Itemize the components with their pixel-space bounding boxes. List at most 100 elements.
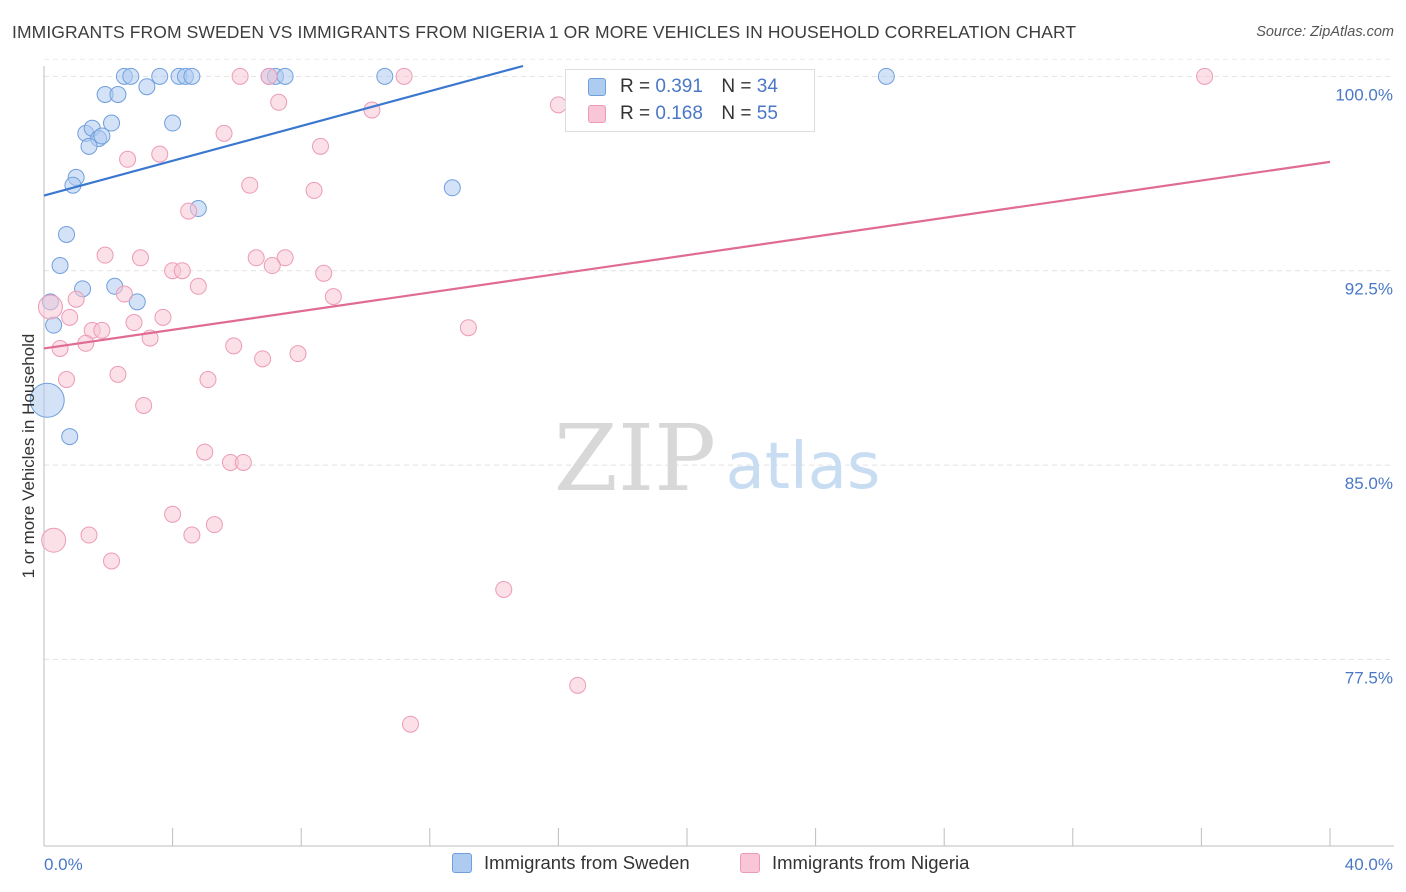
watermark: ZIP atlas (554, 405, 880, 512)
nigeria-point (58, 371, 76, 389)
nigeria-point (131, 249, 149, 267)
sweden-point (877, 67, 895, 85)
sweden-point (51, 257, 69, 275)
sweden-trend-line (43, 64, 524, 197)
nigeria-point (189, 277, 207, 295)
nigeria-point (254, 350, 272, 368)
grid-lines (44, 58, 1394, 660)
nigeria-point (96, 246, 114, 264)
nigeria-point (231, 67, 249, 85)
nigeria-point (263, 257, 281, 275)
nigeria-point (215, 124, 233, 142)
nigeria-swatch (588, 105, 606, 123)
nigeria-point (549, 96, 567, 114)
sweden-point (151, 67, 169, 85)
y-tick-label: 85.0% (1345, 474, 1393, 493)
nigeria-point (173, 262, 191, 280)
nigeria-point (199, 371, 217, 389)
nigeria-point (495, 580, 513, 598)
nigeria-point (234, 453, 252, 471)
sweden-point (122, 67, 140, 85)
sweden-point (103, 114, 121, 132)
sweden-swatch (588, 78, 606, 96)
nigeria-point (183, 526, 201, 544)
watermark-atlas: atlas (726, 430, 881, 504)
legend-r-label: R = (620, 76, 651, 97)
nigeria-point (109, 365, 127, 383)
nigeria-point (569, 676, 587, 694)
nigeria-point (103, 552, 121, 570)
x-tick-label: 0.0% (44, 855, 83, 874)
nigeria-r-value: 0.168 (655, 103, 703, 124)
sweden-point (183, 67, 201, 85)
legend-n-label: N = (721, 76, 752, 97)
sweden-point (276, 67, 294, 85)
nigeria-point (395, 67, 413, 85)
nigeria-point (41, 527, 67, 553)
legend-row-nigeria: R = 0.168 N = 55 (588, 102, 778, 126)
nigeria-point (402, 715, 420, 733)
nigeria-point (205, 516, 223, 534)
nigeria-point (154, 308, 172, 326)
y-tick-label: 77.5% (1345, 668, 1393, 687)
sweden-point (80, 137, 98, 155)
sweden-point (164, 114, 182, 132)
chart-title: IMMIGRANTS FROM SWEDEN VS IMMIGRANTS FRO… (12, 22, 1077, 42)
nigeria-point (305, 181, 323, 199)
nigeria-point (225, 337, 243, 355)
nigeria-legend-label: Immigrants from Nigeria (772, 852, 970, 873)
legend-r-label: R = (620, 103, 651, 124)
sweden-point (29, 382, 65, 418)
nigeria-point (151, 145, 169, 163)
sweden-legend-swatch (452, 853, 472, 873)
axes (43, 66, 1394, 847)
nigeria-point (241, 176, 259, 194)
tick-labels: 100.0% 92.5% 85.0% 77.5% 0.0% 40.0% (44, 85, 1393, 874)
y-tick-label: 100.0% (1335, 85, 1393, 104)
nigeria-point (459, 319, 477, 337)
sweden-point (443, 179, 461, 197)
nigeria-point (315, 264, 333, 282)
nigeria-point (80, 526, 98, 544)
sweden-point (45, 316, 63, 334)
sweden-point (109, 86, 127, 104)
legend-item-sweden[interactable]: Immigrants from Sweden (452, 852, 690, 874)
nigeria-point (119, 150, 137, 168)
nigeria-n-value: 55 (756, 103, 778, 124)
nigeria-point (125, 314, 143, 332)
sweden-point (128, 293, 146, 311)
nigeria-point (247, 249, 265, 267)
stats-legend: R = 0.391 N = 34 R = 0.168 N = 55 (565, 69, 815, 132)
sweden-point (138, 78, 156, 96)
y-tick-label: 92.5% (1345, 280, 1393, 299)
sweden-point (61, 428, 79, 446)
series-nigeria (37, 67, 1214, 733)
nigeria-point (37, 294, 63, 320)
nigeria-point (164, 505, 182, 523)
sweden-r-value: 0.391 (655, 76, 703, 97)
nigeria-point (135, 396, 153, 414)
legend-row-sweden: R = 0.391 N = 34 (588, 75, 778, 99)
nigeria-point (51, 339, 69, 357)
x-tick-label: 40.0% (1345, 855, 1393, 874)
nigeria-point (260, 67, 278, 85)
nigeria-point (289, 345, 307, 363)
nigeria-point (324, 288, 342, 306)
nigeria-point (93, 321, 111, 339)
nigeria-trend-line (43, 160, 1331, 350)
nigeria-point (1196, 67, 1214, 85)
sweden-point (58, 225, 76, 243)
nigeria-point (67, 290, 85, 308)
nigeria-point (196, 443, 214, 461)
legend-item-nigeria[interactable]: Immigrants from Nigeria (740, 852, 969, 874)
series-legend: Immigrants from Sweden Immigrants from N… (0, 852, 1406, 878)
legend-n-label: N = (721, 103, 752, 124)
sweden-point (376, 67, 394, 85)
watermark-zip: ZIP (554, 405, 716, 512)
nigeria-point (276, 249, 294, 267)
y-axis-title: 1 or more Vehicles in Household (19, 334, 38, 579)
nigeria-point (180, 202, 198, 220)
nigeria-point (115, 285, 133, 303)
nigeria-point (61, 308, 79, 326)
